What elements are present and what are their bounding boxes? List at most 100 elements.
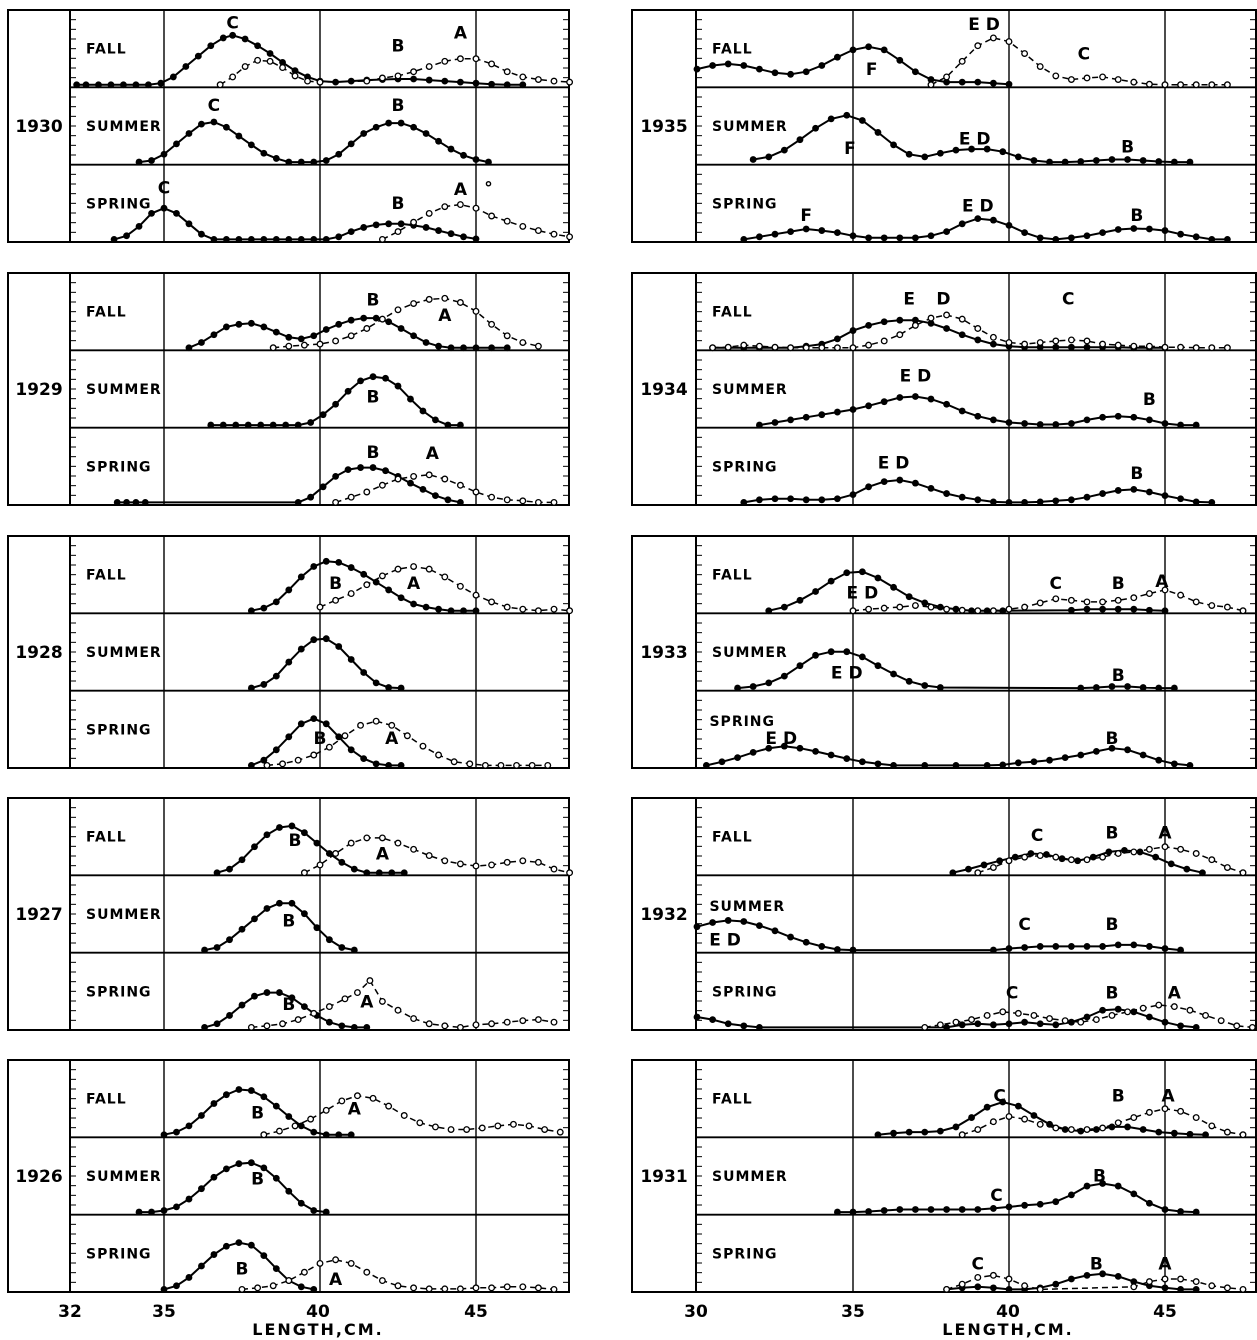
data-point	[519, 81, 527, 89]
data-point	[1021, 853, 1029, 861]
data-point	[1146, 225, 1153, 233]
data-point	[1170, 1003, 1178, 1011]
peak-label: E D	[765, 729, 797, 749]
data-point	[965, 865, 972, 873]
data-point	[503, 603, 511, 611]
data-point	[73, 81, 81, 89]
data-point	[210, 1100, 218, 1107]
data-point	[276, 824, 283, 831]
data-point	[927, 232, 935, 240]
data-point	[260, 1093, 268, 1101]
data-point	[989, 864, 997, 871]
data-point	[1083, 416, 1091, 424]
data-point	[849, 344, 857, 352]
data-point	[1061, 1017, 1069, 1025]
year-block-1930: 1930 FALL C B A SUMMER C B SPRING C B A °	[7, 9, 574, 243]
season-label: FALL	[712, 830, 753, 846]
data-point	[974, 1020, 982, 1028]
data-point	[425, 471, 433, 479]
peak-label: A	[348, 1100, 362, 1120]
data-point	[756, 922, 763, 930]
data-point	[338, 1097, 346, 1105]
data-point	[1114, 412, 1122, 420]
peak-label: A	[1155, 572, 1169, 592]
data-point	[297, 335, 305, 343]
data-point	[431, 1123, 439, 1131]
data-point	[1130, 1114, 1138, 1122]
data-point	[1136, 848, 1144, 856]
data-point	[382, 374, 389, 382]
data-point	[556, 1128, 564, 1136]
data-point	[1161, 492, 1169, 500]
series-solid	[702, 742, 1194, 769]
data-point	[332, 850, 340, 857]
data-point	[1177, 1286, 1184, 1293]
data-point	[353, 989, 361, 997]
data-point	[1139, 1126, 1147, 1133]
data-point	[1021, 603, 1029, 611]
peak-label: B	[1105, 915, 1118, 935]
series-solid	[113, 464, 464, 506]
peak-label: C	[158, 178, 170, 198]
data-point	[285, 1187, 293, 1195]
data-point	[1177, 1208, 1184, 1215]
data-point	[1083, 605, 1091, 613]
data-point	[818, 344, 826, 352]
data-point	[425, 295, 433, 303]
data-point	[235, 1160, 243, 1168]
data-point	[1036, 1020, 1044, 1028]
data-point	[702, 762, 710, 769]
data-point	[1114, 1119, 1122, 1127]
data-point	[936, 1127, 944, 1135]
data-point	[849, 232, 857, 240]
peak-label: C	[1031, 826, 1043, 846]
data-point	[503, 68, 511, 76]
data-point	[456, 1285, 464, 1293]
data-point	[488, 598, 496, 606]
data-point	[974, 42, 982, 50]
data-point	[316, 78, 324, 86]
data-point	[1068, 496, 1075, 504]
year-block-1931: 1931 FALL C B A SUMMER C B SPRING C B A	[631, 1059, 1257, 1293]
data-point	[123, 232, 130, 240]
data-point	[210, 331, 218, 339]
data-point	[858, 758, 866, 766]
data-point	[385, 762, 393, 769]
data-point	[874, 1131, 882, 1139]
data-point	[509, 1120, 517, 1128]
data-point	[952, 146, 960, 154]
data-point	[456, 299, 464, 306]
data-point	[525, 1122, 533, 1130]
data-point	[1130, 342, 1138, 350]
data-point	[450, 758, 458, 766]
data-point	[254, 42, 261, 50]
series-dashed	[921, 1001, 1256, 1031]
data-point	[880, 337, 888, 345]
data-point	[247, 236, 255, 243]
data-point	[999, 1008, 1007, 1016]
data-point	[1192, 421, 1200, 429]
data-point	[896, 234, 904, 242]
data-point	[802, 225, 810, 233]
data-point	[999, 761, 1007, 769]
data-point	[279, 58, 286, 66]
data-point	[1155, 1128, 1163, 1136]
data-point	[410, 845, 418, 853]
data-point	[145, 81, 152, 89]
data-point	[497, 761, 505, 769]
data-point	[1114, 226, 1122, 233]
data-point	[107, 81, 115, 89]
data-point	[812, 651, 819, 659]
data-point	[1145, 1278, 1153, 1286]
data-point	[472, 156, 480, 163]
data-point	[173, 210, 180, 217]
data-point	[285, 586, 293, 594]
series-solid	[740, 476, 1216, 506]
data-point	[285, 1113, 293, 1120]
data-point	[194, 52, 202, 60]
data-point	[350, 946, 358, 954]
data-point	[765, 744, 773, 752]
data-point	[1052, 236, 1060, 243]
data-point	[1183, 865, 1191, 873]
data-point	[756, 1024, 763, 1031]
